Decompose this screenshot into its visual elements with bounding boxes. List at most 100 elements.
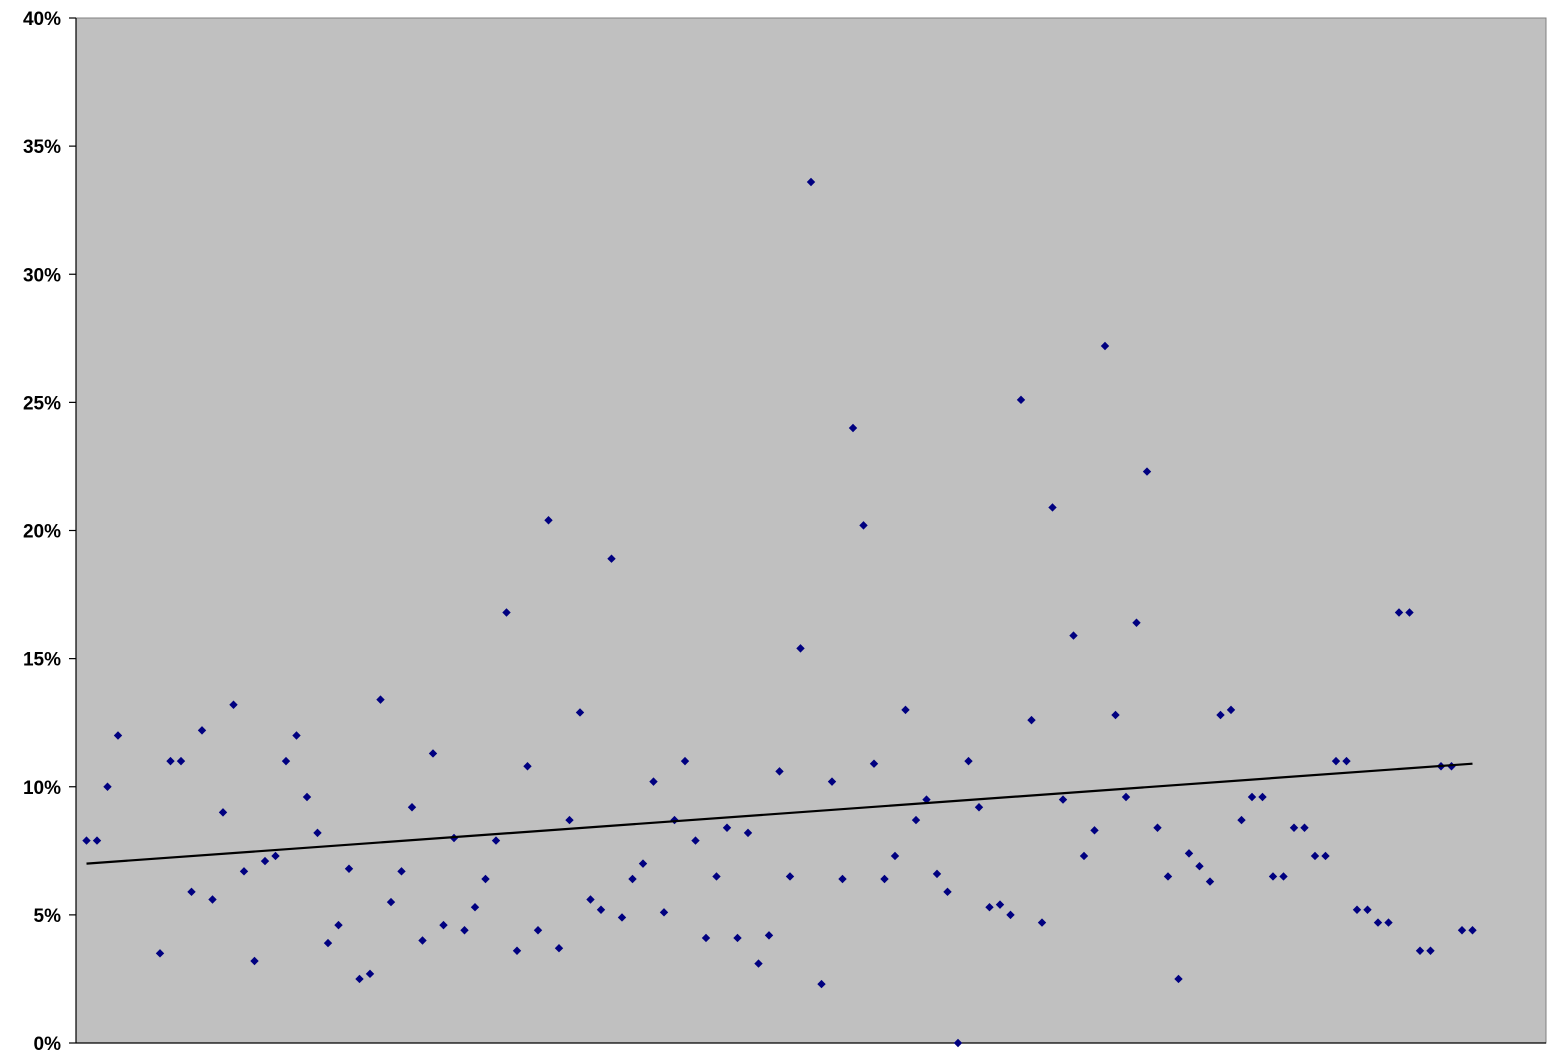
data-point	[1247, 792, 1257, 802]
data-point	[880, 874, 889, 884]
data-point	[932, 869, 942, 879]
data-point	[775, 767, 784, 776]
data-point	[470, 902, 480, 912]
data-point	[407, 803, 417, 812]
data-point	[344, 864, 354, 873]
data-points	[82, 177, 1477, 1048]
data-point	[439, 920, 448, 930]
data-point	[302, 792, 312, 802]
data-point	[754, 959, 763, 968]
data-point	[712, 872, 721, 881]
axes: 0% 5% 10% 15% 20% 25% 30% 35% 40%	[23, 9, 1546, 1055]
data-point	[785, 872, 795, 881]
data-point	[1195, 861, 1204, 871]
data-point	[250, 956, 259, 966]
data-point	[1352, 905, 1362, 914]
data-point	[1058, 795, 1068, 804]
data-point	[523, 762, 532, 771]
data-point	[1027, 715, 1036, 725]
data-point	[1279, 872, 1288, 881]
data-point	[166, 756, 175, 766]
data-point	[1016, 395, 1026, 405]
data-point	[617, 913, 627, 922]
data-point	[985, 902, 994, 912]
data-point	[1205, 877, 1215, 886]
data-point	[313, 828, 322, 838]
y-tick-label: 0%	[34, 1034, 62, 1055]
data-point	[1300, 823, 1309, 832]
data-point	[1331, 756, 1341, 766]
data-point	[890, 851, 900, 861]
data-point	[554, 943, 564, 953]
data-point	[953, 1038, 963, 1048]
data-point	[964, 756, 973, 766]
data-point	[92, 836, 102, 845]
data-point	[1006, 910, 1015, 920]
data-point	[533, 926, 543, 935]
data-point	[743, 828, 753, 838]
data-point	[1363, 905, 1372, 914]
data-point	[491, 836, 501, 845]
data-point	[187, 887, 196, 897]
data-point	[82, 836, 91, 845]
data-point	[239, 867, 249, 876]
data-point	[1226, 705, 1236, 715]
y-tick-label: 5%	[34, 906, 62, 927]
data-point	[1405, 608, 1414, 617]
plot-area	[75, 17, 1547, 1044]
data-point	[1310, 851, 1320, 861]
data-point	[733, 933, 742, 943]
data-point	[838, 874, 847, 884]
data-point	[1468, 926, 1477, 935]
data-point	[113, 731, 123, 740]
data-point	[565, 815, 574, 825]
data-point	[1111, 710, 1120, 720]
data-point	[1048, 503, 1057, 512]
data-point	[995, 900, 1005, 909]
data-point	[1426, 946, 1435, 955]
data-point	[796, 644, 805, 653]
data-point	[176, 756, 186, 766]
data-point	[428, 749, 438, 758]
y-tick-label: 10%	[23, 778, 61, 799]
data-point	[103, 782, 112, 791]
y-tick-label: 25%	[23, 393, 61, 414]
data-point	[544, 516, 553, 525]
data-point	[586, 895, 595, 904]
data-point	[292, 731, 301, 740]
data-point	[1289, 823, 1299, 832]
y-tick-label: 40%	[23, 9, 61, 30]
data-point	[418, 936, 427, 945]
data-point	[365, 969, 375, 979]
data-point	[649, 777, 658, 786]
y-tick-label: 15%	[23, 650, 61, 671]
data-point	[1132, 618, 1141, 627]
data-point	[512, 946, 522, 955]
data-point	[1069, 631, 1078, 640]
data-point	[1184, 849, 1194, 858]
data-point	[859, 521, 868, 530]
data-point	[1174, 974, 1183, 984]
data-point	[1415, 946, 1425, 955]
data-point	[386, 897, 396, 907]
data-point	[1373, 918, 1383, 927]
data-point	[481, 874, 490, 884]
data-point	[502, 608, 511, 617]
data-point	[271, 851, 280, 861]
data-point	[197, 726, 207, 735]
data-point	[575, 708, 585, 717]
data-point	[691, 836, 700, 845]
data-point	[334, 920, 343, 930]
data-point	[1342, 756, 1351, 766]
data-point	[1384, 918, 1393, 927]
data-point	[1237, 815, 1246, 825]
data-point	[1100, 341, 1110, 351]
data-point	[281, 756, 291, 766]
data-point	[1121, 792, 1131, 802]
data-point	[628, 874, 637, 884]
data-point	[155, 949, 165, 958]
data-point	[1037, 918, 1047, 927]
data-point	[869, 759, 879, 768]
data-point	[1153, 823, 1162, 832]
